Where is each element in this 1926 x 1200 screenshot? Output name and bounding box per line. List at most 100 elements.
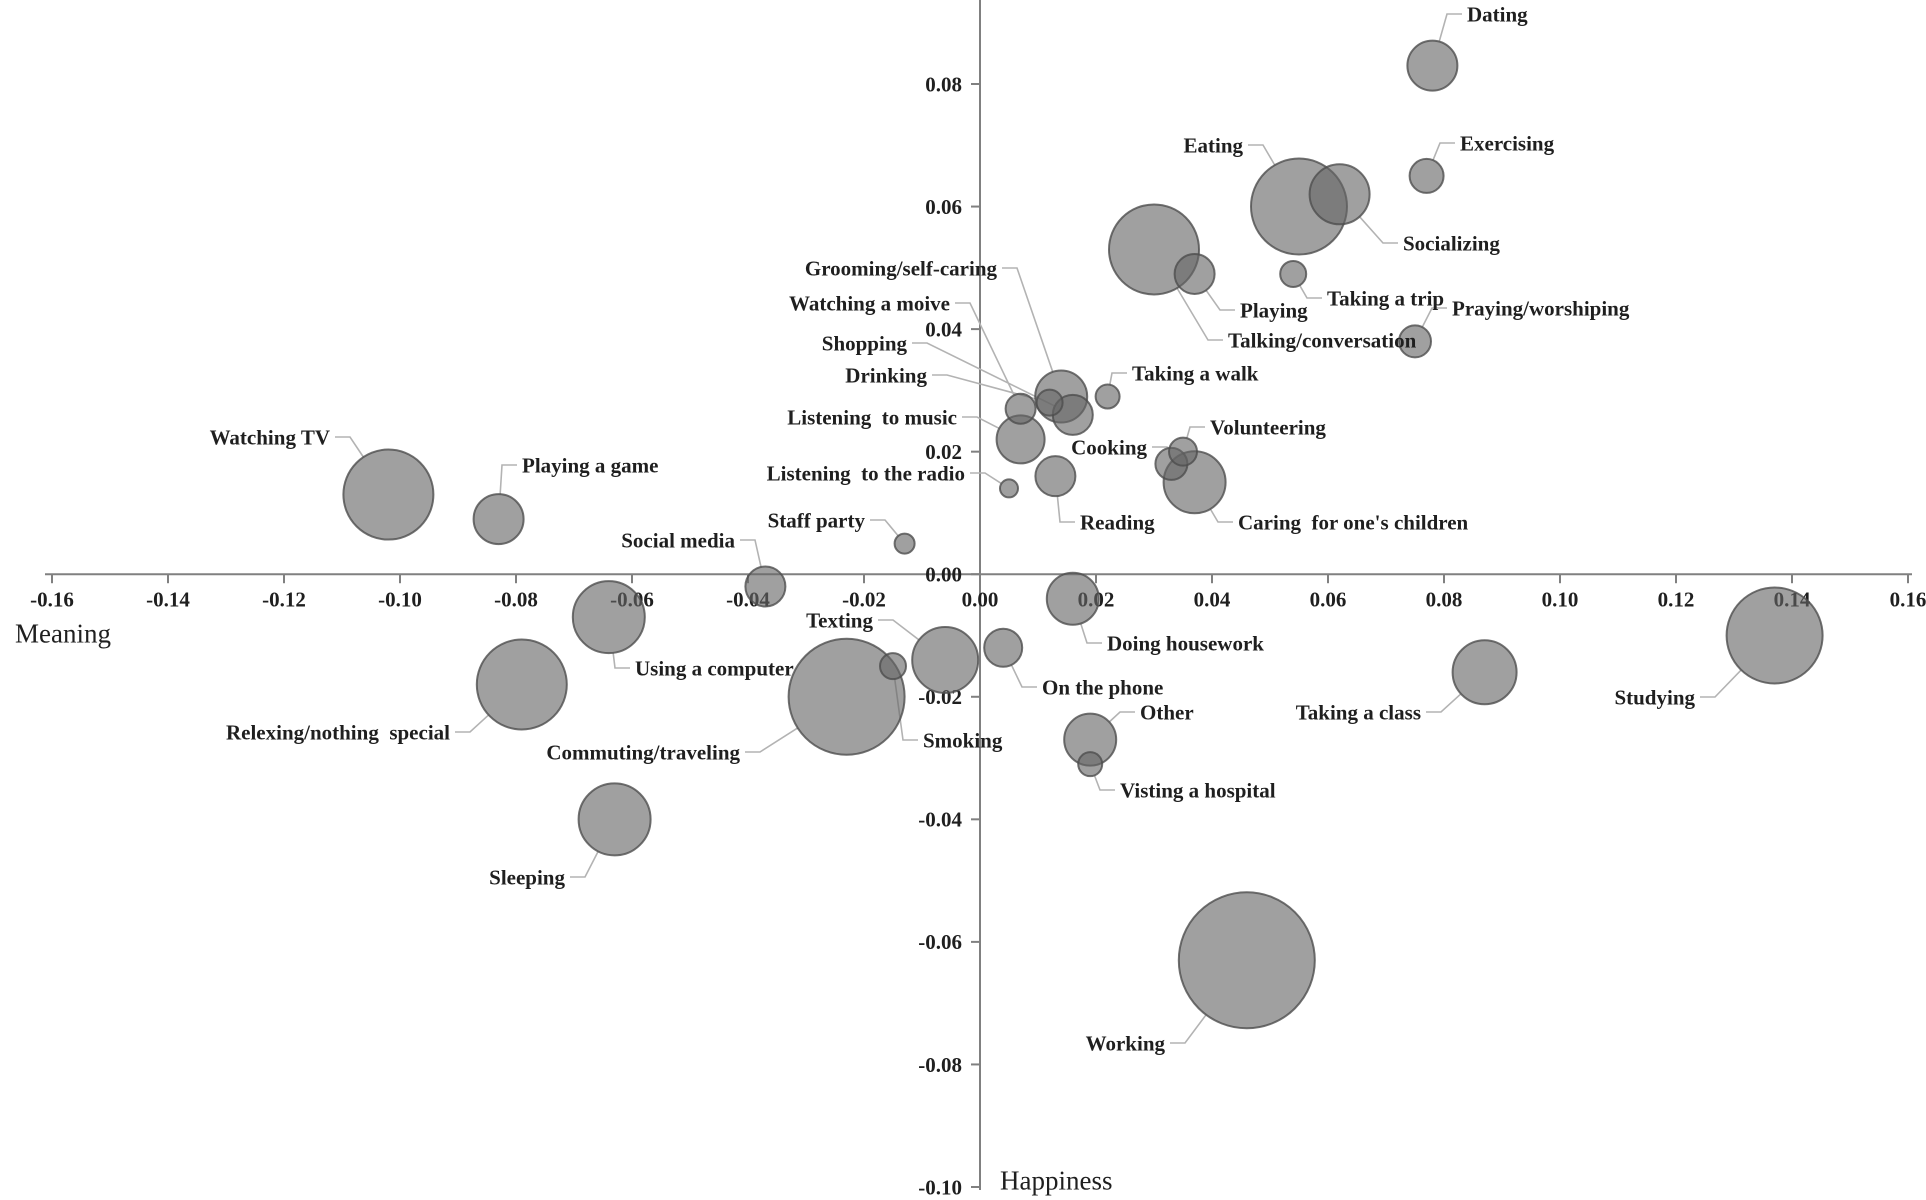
label-volunteering: Volunteering (1210, 415, 1326, 439)
leader-social-media (740, 539, 762, 568)
label-dating: Dating (1467, 2, 1528, 26)
label-drinking: Drinking (845, 363, 927, 387)
leader-relexing-nothing-special (455, 714, 490, 733)
bubble-sleeping (577, 782, 652, 857)
label-exercising: Exercising (1460, 131, 1555, 155)
y-tick-label: 0.00 (925, 563, 962, 587)
bubble-on-the-phone (983, 627, 1024, 668)
label-taking-a-class: Taking a class (1296, 700, 1421, 724)
x-tick-label: -0.02 (842, 588, 886, 612)
bubble-relexing-nothing-special (475, 638, 568, 731)
bubble-studying (1725, 586, 1824, 685)
leader-talking-conversation (1176, 287, 1223, 341)
leader-taking-a-class (1426, 693, 1462, 713)
leader-playing-a-game (499, 464, 517, 495)
leader-drinking (932, 374, 1038, 401)
label-doing-housework: Doing housework (1107, 631, 1264, 655)
bubble-volunteering (1168, 436, 1198, 467)
bubble-commuting-traveling (787, 637, 906, 756)
label-studying: Studying (1614, 685, 1695, 709)
leader-lines-group (335, 13, 1742, 1044)
y-tick-label: 0.04 (925, 317, 962, 341)
bubble-reading (1034, 455, 1077, 498)
label-listening-to-music: Listening to music (787, 405, 957, 429)
label-commuting-traveling: Commuting/traveling (546, 740, 740, 764)
label-eating: Eating (1183, 133, 1243, 157)
label-social-media: Social media (621, 528, 735, 552)
label-socializing: Socializing (1403, 231, 1500, 255)
label-playing-a-game: Playing a game (522, 453, 659, 477)
leader-watching-tv (335, 436, 365, 458)
label-talking-conversation: Talking/conversation (1228, 328, 1417, 352)
leader-doing-housework (1079, 623, 1102, 644)
bubble-watching-a-moive (1004, 392, 1037, 425)
x-tick-label: 0.16 (1890, 588, 1926, 612)
leader-taking-a-trip (1298, 284, 1322, 299)
x-tick-label: 0.08 (1426, 588, 1463, 612)
bubble-listening-to-the-radio (999, 478, 1019, 499)
bubble-praying-worshiping (1398, 324, 1432, 359)
y-tick-label: 0.02 (925, 440, 962, 464)
label-on-the-phone: On the phone (1042, 675, 1163, 699)
bubble-smoking (879, 652, 907, 681)
leader-dating (1438, 13, 1462, 42)
label-relexing-nothing-special: Relexing/nothing special (226, 720, 450, 744)
leader-watching-a-moive (955, 302, 1015, 396)
y-axis-title: Happiness (1000, 1165, 1112, 1195)
label-taking-a-walk: Taking a walk (1132, 361, 1259, 385)
leader-using-a-computer (612, 652, 630, 669)
bubble-working (1177, 891, 1316, 1030)
bubble-doing-housework (1045, 571, 1100, 626)
x-tick-label: 0.00 (962, 588, 999, 612)
leader-sleeping (570, 850, 599, 878)
x-tick-label: -0.16 (30, 588, 74, 612)
bubble-drinking (1035, 388, 1064, 417)
x-tick-label: -0.12 (262, 588, 306, 612)
leader-staff-party (870, 519, 899, 537)
label-cooking: Cooking (1071, 435, 1147, 459)
y-tick-label: -0.08 (918, 1053, 962, 1077)
bubbles-group (342, 39, 1824, 1030)
label-caring-for-one-s-children: Caring for one's children (1238, 510, 1469, 534)
leader-praying-worshiping (1421, 307, 1447, 328)
leader-working (1170, 1014, 1207, 1044)
x-tick-label: -0.10 (378, 588, 422, 612)
x-tick-label: 0.12 (1658, 588, 1695, 612)
bubble-social-media (744, 565, 787, 608)
label-using-a-computer: Using a computer (635, 656, 794, 680)
label-working: Working (1086, 1031, 1166, 1055)
x-tick-label: 0.06 (1310, 588, 1347, 612)
leader-texting (878, 619, 920, 641)
label-sleeping: Sleeping (489, 865, 565, 889)
label-listening-to-the-radio: Listening to the radio (767, 461, 965, 485)
bubble-texting (911, 626, 980, 695)
leader-socializing (1358, 216, 1398, 244)
leader-playing (1205, 289, 1235, 311)
y-tick-label: -0.06 (918, 930, 962, 954)
leader-listening-to-music (962, 416, 1000, 430)
leader-eating (1248, 144, 1276, 166)
bubble-visting-a-hospital (1077, 751, 1104, 778)
axis-titles-group: Meaning Happiness (15, 618, 1112, 1195)
x-tick-label: 0.10 (1542, 588, 1579, 612)
label-smoking: Smoking (923, 728, 1003, 752)
label-praying-worshiping: Praying/worshiping (1452, 296, 1630, 320)
x-tick-label: -0.14 (146, 588, 190, 612)
bubble-socializing (1308, 163, 1371, 226)
leader-reading (1056, 495, 1075, 523)
label-playing: Playing (1240, 298, 1308, 322)
label-texting: Texting (806, 608, 873, 632)
bubble-watching-tv (342, 448, 435, 541)
leader-listening-to-the-radio (970, 472, 1002, 485)
bubble-playing (1173, 252, 1216, 295)
leader-volunteering (1186, 426, 1205, 439)
axes-group: -0.16 -0.14 -0.12 -0.10 -0.08 -0.06 -0.04 -0.02… (30, 0, 1926, 1199)
label-staff-party: Staff party (768, 508, 866, 532)
label-watching-a-moive: Watching a moive (789, 291, 950, 315)
bubble-using-a-computer (571, 580, 646, 655)
label-watching-tv: Watching TV (210, 425, 330, 449)
leader-grooming-self-caring (1002, 267, 1054, 373)
leader-on-the-phone (1010, 664, 1037, 688)
